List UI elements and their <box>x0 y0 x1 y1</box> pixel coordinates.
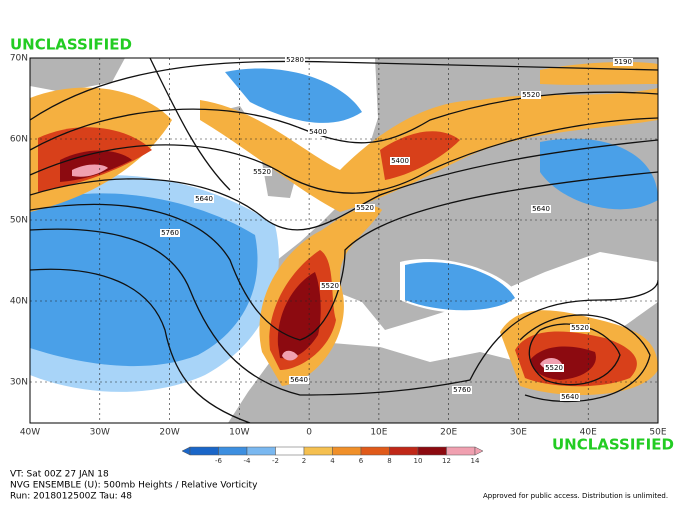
vorticity-blue <box>30 193 258 367</box>
contour-label: 5640 <box>532 205 550 213</box>
vorticity-blue <box>405 262 515 311</box>
colorbar-label: -4 <box>244 457 252 465</box>
contour-label-box <box>544 364 564 372</box>
height-contour <box>30 139 658 231</box>
contour-label-box <box>252 168 272 176</box>
height-contour <box>30 268 251 423</box>
longitude-label: 10E <box>370 428 387 438</box>
vorticity-red <box>380 131 460 180</box>
valid-time: VT: Sat 00Z 27 JAN 18 <box>10 470 109 480</box>
land <box>30 58 125 92</box>
height-contour <box>149 58 231 191</box>
contour-label: 5520 <box>253 168 271 176</box>
colorbar-segment <box>417 446 447 456</box>
colorbar-segment <box>389 446 419 456</box>
height-contour <box>30 228 658 396</box>
colorbar-label: 14 <box>471 457 480 465</box>
contour-label-box <box>308 128 328 136</box>
contour-label: 5190 <box>614 58 632 66</box>
contour-label-box <box>289 376 309 384</box>
height-contour <box>30 171 658 341</box>
contour-label-box <box>194 195 214 203</box>
contour-label-box <box>160 229 180 237</box>
contour-label: 5520 <box>356 204 374 212</box>
height-contour <box>30 60 658 121</box>
contour-label-box <box>613 58 633 66</box>
contour-label: 5400 <box>309 128 327 136</box>
contour-label-box <box>531 205 551 213</box>
colorbar-segment <box>332 446 362 456</box>
colorbar-segment <box>246 446 276 456</box>
contour-label-box <box>390 157 410 165</box>
longitude-label: 0 <box>306 428 312 438</box>
colorbar-arrow-right <box>474 446 484 456</box>
colorbar-label: -2 <box>272 457 279 465</box>
longitude-label: 40W <box>20 428 40 438</box>
colorbar-label: 10 <box>414 457 423 465</box>
colorbar-label: 8 <box>387 457 391 465</box>
longitude-label: 30E <box>510 428 527 438</box>
top-banner: UNCLASSIFIED <box>10 36 132 54</box>
contour-label-box <box>355 204 375 212</box>
colorbar-label: 2 <box>302 457 306 465</box>
latitude-label: 30N <box>10 378 28 388</box>
longitude-label: 50E <box>649 428 666 438</box>
contour-label: 5520 <box>522 91 540 99</box>
colorbar-segment <box>446 446 476 456</box>
latitude-label: 50N <box>10 216 28 226</box>
vorticity-dark-red <box>277 272 321 359</box>
vorticity-blue <box>540 138 658 210</box>
latitude-label: 70N <box>10 54 28 64</box>
longitude-label: 10W <box>229 428 249 438</box>
colorbar-segment <box>189 446 219 456</box>
run-info: Run: 2018012500Z Tau: 48 <box>10 492 132 502</box>
latitude-label: 60N <box>10 135 28 145</box>
colorbar-label: 4 <box>330 457 335 465</box>
height-contour <box>30 117 658 194</box>
longitude-label: 20W <box>159 428 179 438</box>
map <box>30 58 658 423</box>
contour-label-box <box>285 56 305 64</box>
distribution-note: Approved for public access. Distribution… <box>483 492 668 500</box>
vorticity-pink <box>282 350 298 361</box>
contour-label: 5520 <box>321 282 339 290</box>
contour-label: 5280 <box>286 56 304 64</box>
map-frame <box>29 57 659 424</box>
colorbar-label: 12 <box>442 457 451 465</box>
longitude-label: 40E <box>580 428 597 438</box>
contour-label: 5520 <box>571 324 589 332</box>
bottom-banner: UNCLASSIFIED <box>552 436 674 454</box>
contour-label: 5640 <box>561 393 579 401</box>
contour-label: 5640 <box>290 376 308 384</box>
contour-label: 5640 <box>195 195 213 203</box>
contour-label-box <box>452 386 472 394</box>
colorbar-label: -6 <box>215 457 223 465</box>
height-contour <box>30 91 658 151</box>
contour-label-box <box>560 393 580 401</box>
contour-label-box <box>570 324 590 332</box>
colorbar-segment <box>218 446 248 456</box>
colorbar-segment <box>275 446 305 456</box>
contour-label: 5400 <box>391 157 409 165</box>
latitude-label: 40N <box>10 297 28 307</box>
longitude-label: 30W <box>90 428 110 438</box>
contour-label-box <box>521 91 541 99</box>
contour-label: 5760 <box>453 386 471 394</box>
colorbar-label: 6 <box>359 457 364 465</box>
contour-label: 5520 <box>545 364 563 372</box>
vorticity-pink <box>72 164 108 177</box>
product: NVG ENSEMBLE (U): 500mb Heights / Relati… <box>10 481 258 491</box>
vorticity-blue <box>225 68 362 123</box>
colorbar-segment <box>303 446 333 456</box>
longitude-label: 20E <box>440 428 457 438</box>
colorbar-segment <box>360 446 390 456</box>
contour-label: 5760 <box>161 229 179 237</box>
height-contour <box>519 314 651 403</box>
contour-label-box <box>320 282 340 290</box>
